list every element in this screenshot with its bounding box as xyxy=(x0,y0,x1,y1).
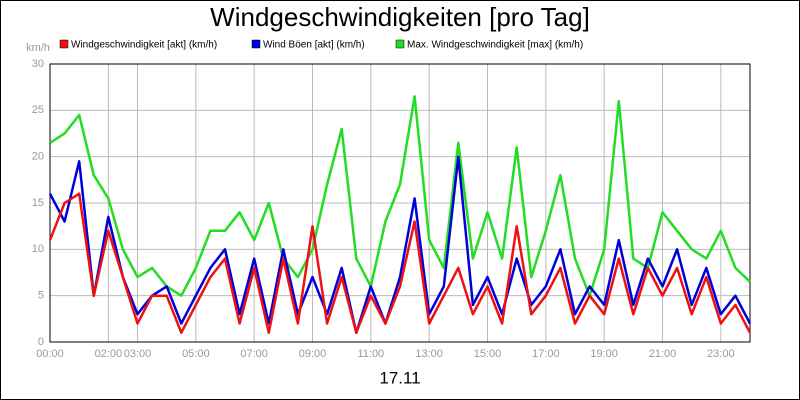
y-tick-label: 30 xyxy=(32,58,44,70)
legend: Windgeschwindigkeit [akt] (km/h) Wind Böe… xyxy=(59,39,583,51)
y-tick-label: 25 xyxy=(32,104,44,116)
x-tick-label: 15:00 xyxy=(474,348,502,360)
x-tick-label: 09:00 xyxy=(299,348,327,360)
x-tick-label: 05:00 xyxy=(182,348,210,360)
x-tick-label: 03:00 xyxy=(124,348,152,360)
y-tick-label: 5 xyxy=(38,290,44,302)
y-tick-label: 15 xyxy=(32,197,44,209)
x-tick-label: 17:00 xyxy=(532,348,560,360)
y-tick-label: 0 xyxy=(38,336,44,348)
y-tick-label: 10 xyxy=(32,243,44,255)
x-tick-label: 21:00 xyxy=(649,348,677,360)
series-line xyxy=(48,155,752,334)
x-tick-label: 11:00 xyxy=(357,348,384,360)
legend-swatch xyxy=(251,39,261,49)
series-line xyxy=(48,192,752,334)
x-tick-label: 19:00 xyxy=(590,348,618,360)
x-label: 17.11 xyxy=(379,368,420,387)
x-tick-label: 00:00 xyxy=(36,348,64,360)
x-tick-label: 23:00 xyxy=(707,348,735,360)
y-tick-label: 20 xyxy=(32,151,44,163)
legend-swatch xyxy=(59,39,69,49)
x-tick-label: 07:00 xyxy=(240,348,268,360)
plot-border xyxy=(49,63,751,343)
y-unit: km/h xyxy=(26,42,50,54)
x-tick-label: 13:00 xyxy=(415,348,443,360)
chart-title: Windgeschwindigkeiten [pro Tag] xyxy=(210,2,590,32)
x-tick-label: 02:00 xyxy=(95,348,123,360)
legend-swatch xyxy=(395,39,405,49)
legend-label: Wind Böen [akt] (km/h) xyxy=(263,40,365,51)
legend-label: Max. Windgeschwindigkeit [max] (km/h) xyxy=(407,40,583,51)
legend-label: Windgeschwindigkeit [akt] (km/h) xyxy=(71,40,217,51)
